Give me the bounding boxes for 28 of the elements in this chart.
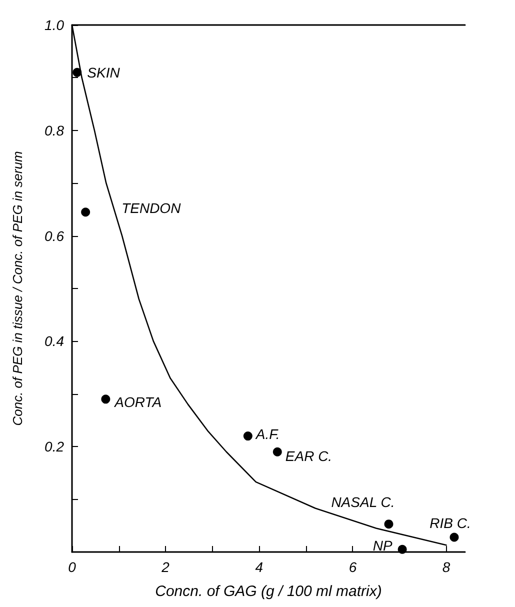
- point: [243, 432, 252, 441]
- annotation: SKIN: [87, 64, 121, 80]
- annotation: NP: [372, 537, 393, 554]
- annotation: RIB C.: [430, 515, 471, 532]
- annotation: TENDON: [122, 200, 182, 216]
- annotation: EAR C.: [285, 448, 332, 464]
- point: [101, 394, 110, 404]
- y-tick-label: 1.0: [44, 17, 64, 33]
- point: [81, 208, 90, 217]
- annotation: A.F.: [254, 426, 280, 442]
- y-tick-label: 0.8: [44, 122, 64, 138]
- x-tick-label: 6: [348, 559, 357, 575]
- y-axis-title: Conc. of PEG in tissue / Conc. of PEG in serum: [10, 151, 25, 426]
- point: [450, 532, 459, 542]
- x-tick-label: 4: [255, 559, 264, 575]
- annotation: AORTA: [114, 394, 162, 410]
- point: [72, 68, 82, 77]
- x-tick-label: 0: [68, 559, 76, 575]
- y-tick-label: 0.2: [44, 438, 64, 455]
- point: [272, 447, 282, 456]
- y-tick-label: 0.4: [44, 333, 64, 350]
- point: [398, 544, 407, 554]
- x-tick-label: 2: [160, 559, 170, 575]
- point: [384, 520, 394, 529]
- x-axis-title: Concn. of GAG (g / 100 ml matrix): [155, 583, 382, 600]
- y-tick-label: 0.6: [44, 228, 64, 244]
- x-tick-label: 8: [442, 559, 450, 575]
- annotation: NASAL C.: [331, 494, 395, 510]
